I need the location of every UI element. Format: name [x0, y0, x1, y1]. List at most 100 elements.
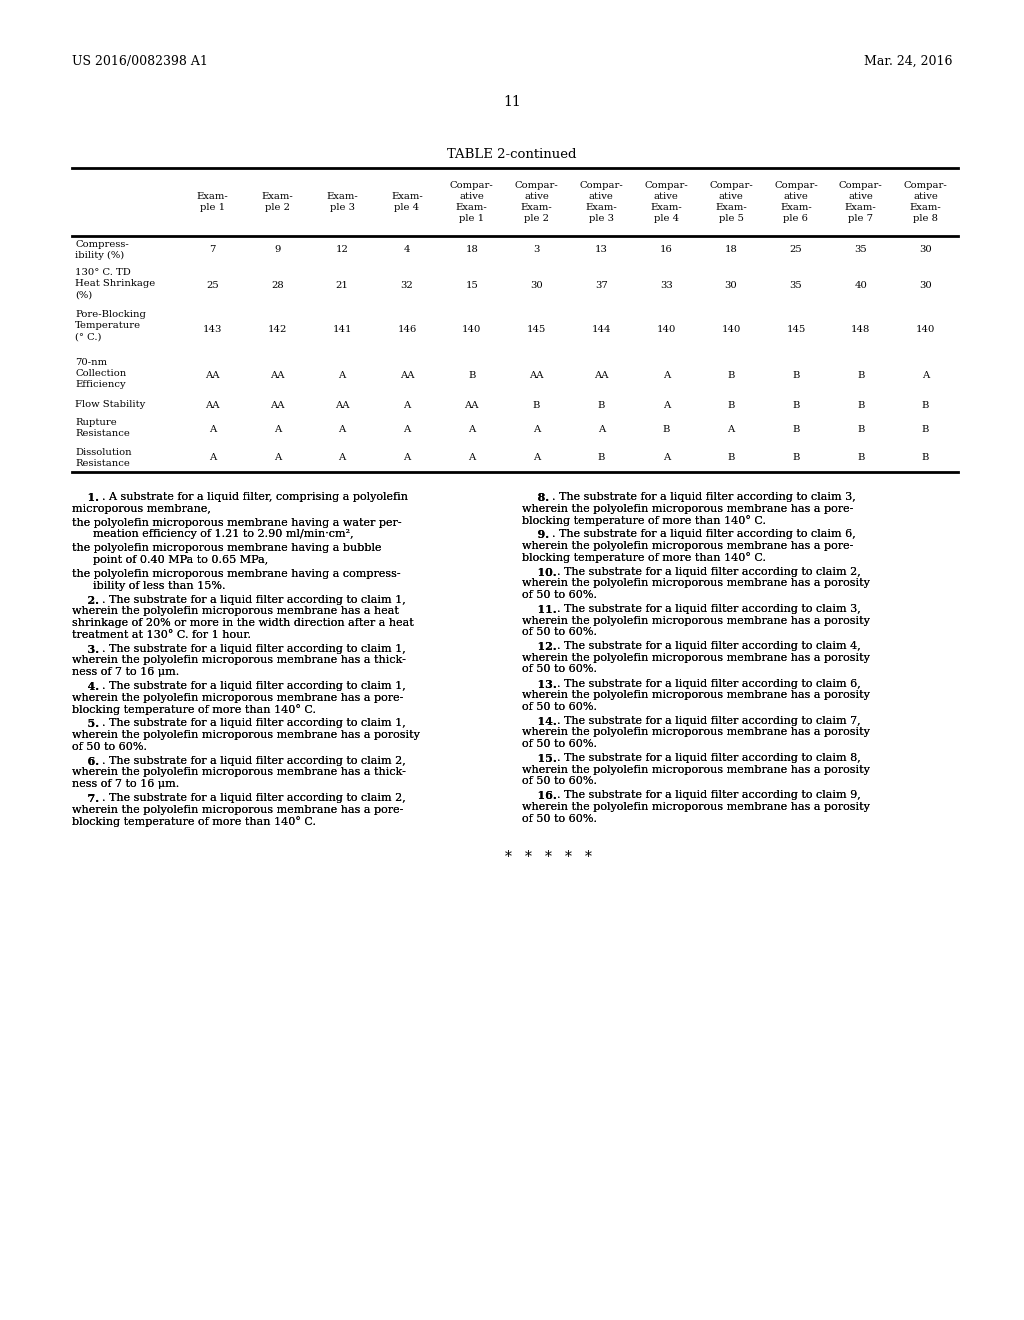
- Text: 11.: 11.: [522, 605, 557, 615]
- Text: . The substrate for a liquid filter according to claim 6,: . The substrate for a liquid filter acco…: [557, 678, 860, 689]
- Text: wherein the polyolefin microporous membrane has a pore-: wherein the polyolefin microporous membr…: [72, 804, 403, 814]
- Text: Compress-
ibility (%): Compress- ibility (%): [75, 240, 129, 260]
- Text: 16: 16: [659, 246, 673, 255]
- Text: the polyolefin microporous membrane having a bubble: the polyolefin microporous membrane havi…: [72, 544, 382, 553]
- Text: A: A: [532, 425, 541, 433]
- Text: . The substrate for a liquid filter according to claim 2,: . The substrate for a liquid filter acco…: [101, 755, 406, 766]
- Text: B: B: [857, 400, 864, 409]
- Text: . The substrate for a liquid filter according to claim 6,: . The substrate for a liquid filter acco…: [552, 529, 855, 540]
- Text: AA: AA: [335, 400, 349, 409]
- Text: Compar-
ative
Exam-
ple 4: Compar- ative Exam- ple 4: [644, 181, 688, 223]
- Text: 142: 142: [267, 326, 287, 334]
- Text: A: A: [727, 425, 734, 433]
- Text: of 50 to 60%.: of 50 to 60%.: [522, 590, 597, 599]
- Text: 35: 35: [790, 281, 802, 289]
- Text: . The substrate for a liquid filter according to claim 1,: . The substrate for a liquid filter acco…: [101, 718, 406, 729]
- Text: 8.: 8.: [522, 492, 549, 503]
- Text: blocking temperature of more than 140° C.: blocking temperature of more than 140° C…: [72, 704, 316, 715]
- Text: point of 0.40 MPa to 0.65 MPa,: point of 0.40 MPa to 0.65 MPa,: [72, 554, 268, 565]
- Text: blocking temperature of more than 140° C.: blocking temperature of more than 140° C…: [522, 553, 766, 564]
- Text: treatment at 130° C. for 1 hour.: treatment at 130° C. for 1 hour.: [72, 630, 251, 640]
- Text: . The substrate for a liquid filter according to claim 1,: . The substrate for a liquid filter acco…: [101, 718, 406, 729]
- Text: AA: AA: [205, 400, 220, 409]
- Text: . The substrate for a liquid filter according to claim 1,: . The substrate for a liquid filter acco…: [101, 595, 406, 605]
- Text: 14.: 14.: [522, 715, 557, 727]
- Text: 130° C. TD
Heat Shrinkage
(%): 130° C. TD Heat Shrinkage (%): [75, 268, 156, 300]
- Text: . The substrate for a liquid filter according to claim 1,: . The substrate for a liquid filter acco…: [101, 681, 406, 690]
- Text: 12: 12: [336, 246, 348, 255]
- Text: . The substrate for a liquid filter according to claim 1,: . The substrate for a liquid filter acco…: [101, 644, 406, 653]
- Text: B: B: [727, 454, 735, 462]
- Text: of 50 to 60%.: of 50 to 60%.: [522, 664, 597, 675]
- Text: B: B: [727, 371, 735, 380]
- Text: shrinkage of 20% or more in the width direction after a heat: shrinkage of 20% or more in the width di…: [72, 618, 414, 628]
- Text: . The substrate for a liquid filter according to claim 4,: . The substrate for a liquid filter acco…: [557, 642, 860, 651]
- Text: blocking temperature of more than 140° C.: blocking temperature of more than 140° C…: [522, 515, 766, 527]
- Text: 143: 143: [203, 326, 222, 334]
- Text: 4.: 4.: [72, 681, 99, 692]
- Text: 8.: 8.: [522, 492, 549, 503]
- Text: 25: 25: [206, 281, 219, 289]
- Text: Compar-
ative
Exam-
ple 1: Compar- ative Exam- ple 1: [450, 181, 494, 223]
- Text: 1.: 1.: [72, 492, 99, 503]
- Text: . A substrate for a liquid filter, comprising a polyolefin: . A substrate for a liquid filter, compr…: [101, 492, 408, 502]
- Text: AA: AA: [594, 371, 608, 380]
- Text: Rupture
Resistance: Rupture Resistance: [75, 418, 130, 438]
- Text: 30: 30: [725, 281, 737, 289]
- Text: A: A: [273, 425, 281, 433]
- Text: 145: 145: [786, 326, 806, 334]
- Text: the polyolefin microporous membrane having a compress-: the polyolefin microporous membrane havi…: [72, 569, 400, 579]
- Text: AA: AA: [465, 400, 479, 409]
- Text: . The substrate for a liquid filter according to claim 2,: . The substrate for a liquid filter acco…: [101, 793, 406, 803]
- Text: 14.: 14.: [522, 715, 557, 727]
- Text: 145: 145: [527, 326, 546, 334]
- Text: Mar. 24, 2016: Mar. 24, 2016: [863, 55, 952, 69]
- Text: Compar-
ative
Exam-
ple 7: Compar- ative Exam- ple 7: [839, 181, 883, 223]
- Text: shrinkage of 20% or more in the width direction after a heat: shrinkage of 20% or more in the width di…: [72, 618, 414, 628]
- Text: A: A: [468, 454, 475, 462]
- Text: treatment at 130° C. for 1 hour.: treatment at 130° C. for 1 hour.: [72, 630, 251, 640]
- Text: 9.: 9.: [522, 529, 549, 540]
- Text: A: A: [403, 400, 411, 409]
- Text: AA: AA: [399, 371, 414, 380]
- Text: US 2016/0082398 A1: US 2016/0082398 A1: [72, 55, 208, 69]
- Text: . The substrate for a liquid filter according to claim 3,: . The substrate for a liquid filter acco…: [552, 492, 855, 502]
- Text: . The substrate for a liquid filter according to claim 2,: . The substrate for a liquid filter acco…: [557, 566, 860, 577]
- Text: 3.: 3.: [72, 644, 99, 655]
- Text: wherein the polyolefin microporous membrane has a porosity: wherein the polyolefin microporous membr…: [522, 653, 869, 663]
- Text: 140: 140: [656, 326, 676, 334]
- Text: 5.: 5.: [72, 718, 99, 730]
- Text: wherein the polyolefin microporous membrane has a porosity: wherein the polyolefin microporous membr…: [522, 803, 869, 812]
- Text: 33: 33: [659, 281, 673, 289]
- Text: 18: 18: [725, 246, 737, 255]
- Text: . The substrate for a liquid filter according to claim 7,: . The substrate for a liquid filter acco…: [557, 715, 860, 726]
- Text: point of 0.40 MPa to 0.65 MPa,: point of 0.40 MPa to 0.65 MPa,: [72, 554, 268, 565]
- Text: microporous membrane,: microporous membrane,: [72, 504, 211, 513]
- Text: blocking temperature of more than 140° C.: blocking temperature of more than 140° C…: [522, 553, 766, 564]
- Text: wherein the polyolefin microporous membrane has a porosity: wherein the polyolefin microporous membr…: [522, 690, 869, 700]
- Text: . The substrate for a liquid filter according to claim 9,: . The substrate for a liquid filter acco…: [557, 791, 860, 800]
- Text: . A substrate for a liquid filter, comprising a polyolefin: . A substrate for a liquid filter, compr…: [101, 492, 408, 502]
- Text: wherein the polyolefin microporous membrane has a pore-: wherein the polyolefin microporous membr…: [522, 504, 853, 513]
- Text: meation efficiency of 1.21 to 2.90 ml/min·cm²,: meation efficiency of 1.21 to 2.90 ml/mi…: [72, 529, 353, 540]
- Text: Compar-
ative
Exam-
ple 6: Compar- ative Exam- ple 6: [774, 181, 818, 223]
- Text: of 50 to 60%.: of 50 to 60%.: [522, 813, 597, 824]
- Text: 13: 13: [595, 246, 608, 255]
- Text: the polyolefin microporous membrane having a water per-: the polyolefin microporous membrane havi…: [72, 517, 401, 528]
- Text: wherein the polyolefin microporous membrane has a pore-: wherein the polyolefin microporous membr…: [522, 504, 853, 513]
- Text: wherein the polyolefin microporous membrane has a pore-: wherein the polyolefin microporous membr…: [72, 693, 403, 702]
- Text: A: A: [339, 425, 346, 433]
- Text: of 50 to 60%.: of 50 to 60%.: [522, 664, 597, 675]
- Text: wherein the polyolefin microporous membrane has a porosity: wherein the polyolefin microporous membr…: [522, 690, 869, 700]
- Text: wherein the polyolefin microporous membrane has a porosity: wherein the polyolefin microporous membr…: [522, 803, 869, 812]
- Text: B: B: [793, 371, 800, 380]
- Text: blocking temperature of more than 140° C.: blocking temperature of more than 140° C…: [522, 515, 766, 527]
- Text: 18: 18: [465, 246, 478, 255]
- Text: 40: 40: [854, 281, 867, 289]
- Text: . The substrate for a liquid filter according to claim 4,: . The substrate for a liquid filter acco…: [557, 642, 860, 651]
- Text: . The substrate for a liquid filter according to claim 8,: . The substrate for a liquid filter acco…: [557, 754, 860, 763]
- Text: of 50 to 60%.: of 50 to 60%.: [522, 776, 597, 787]
- Text: A: A: [663, 454, 670, 462]
- Text: wherein the polyolefin microporous membrane has a thick-: wherein the polyolefin microporous membr…: [72, 767, 406, 777]
- Text: ness of 7 to 16 μm.: ness of 7 to 16 μm.: [72, 667, 179, 677]
